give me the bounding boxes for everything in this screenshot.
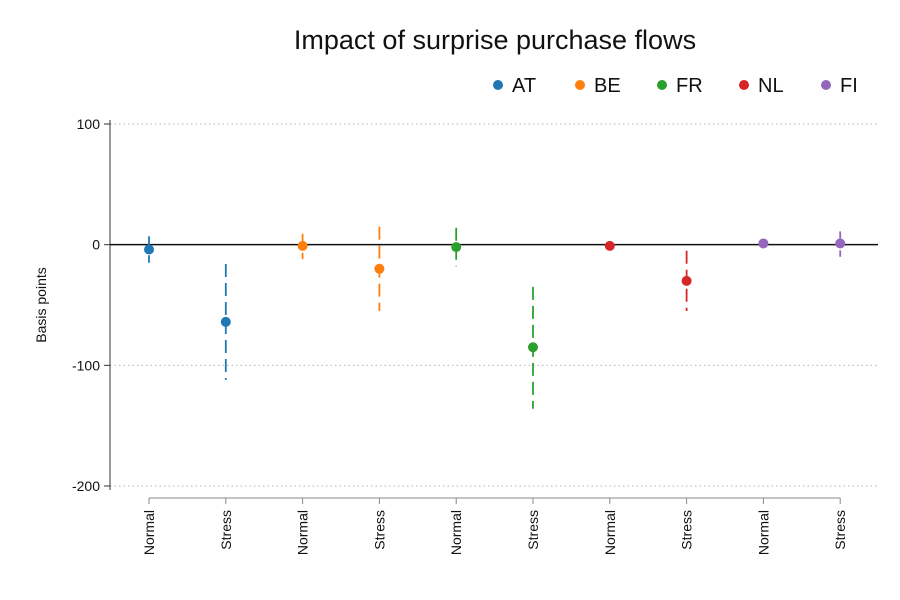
x-tick-label: Stress	[218, 510, 234, 550]
y-axis-title: Basis points	[33, 267, 49, 342]
x-tick-label: Stress	[832, 510, 848, 550]
legend: AT BE FR NL FI	[493, 75, 858, 97]
legend-item-at: AT	[493, 75, 536, 97]
y-tick-label: 0	[92, 237, 100, 253]
point-group-be-normal	[297, 233, 308, 260]
point-group-fr-stress	[528, 286, 538, 409]
gridlines	[110, 123, 878, 487]
legend-marker	[821, 80, 831, 90]
legend-item-be: BE	[575, 75, 621, 97]
point-group-nl-normal	[604, 240, 615, 251]
point-estimate	[528, 342, 538, 353]
point-group-nl-stress	[681, 250, 692, 312]
point-estimate	[681, 275, 692, 286]
chart-title: Impact of surprise purchase flows	[294, 25, 696, 55]
x-tick-label: Stress	[679, 510, 695, 550]
legend-label: NL	[758, 75, 784, 97]
point-estimate	[374, 263, 385, 274]
legend-marker	[493, 80, 503, 90]
x-tick-label: Normal	[755, 510, 771, 555]
legend-label: FI	[840, 75, 858, 97]
point-estimate	[758, 238, 769, 249]
point-group-fi-stress	[835, 231, 846, 257]
legend-item-nl: NL	[739, 75, 784, 97]
legend-item-fi: FI	[821, 75, 858, 97]
point-estimate	[144, 244, 154, 255]
x-tick-label: Normal	[295, 510, 311, 555]
x-tick-label: Normal	[141, 510, 157, 555]
y-tick-label: -200	[72, 478, 100, 494]
point-group-at-normal	[144, 236, 154, 263]
y-tick-label: -100	[72, 357, 100, 373]
point-estimate	[451, 242, 462, 253]
point-group-be-stress	[374, 226, 385, 312]
point-group-fi-normal	[758, 238, 769, 249]
point-estimate	[220, 316, 231, 327]
legend-marker	[739, 80, 749, 90]
axes: 100 0 -100 -200 Normal Stress Normal Stress Norm…	[72, 116, 878, 555]
y-tick-label: 100	[77, 116, 101, 132]
legend-label: BE	[594, 75, 621, 97]
x-tick-label: Stress	[371, 510, 387, 550]
x-tick-label: Normal	[448, 510, 464, 555]
data-marks	[144, 226, 846, 409]
legend-marker	[657, 80, 667, 90]
point-estimate	[835, 238, 846, 249]
point-group-fr-normal	[451, 227, 462, 267]
point-estimate	[604, 240, 615, 251]
x-tick-label: Normal	[602, 510, 618, 555]
x-tick-label: Stress	[525, 510, 541, 550]
legend-item-fr: FR	[657, 75, 703, 97]
legend-marker	[575, 80, 585, 90]
point-estimate	[297, 240, 308, 251]
legend-label: AT	[512, 75, 536, 97]
point-group-at-stress	[220, 263, 231, 380]
legend-label: FR	[676, 75, 703, 97]
